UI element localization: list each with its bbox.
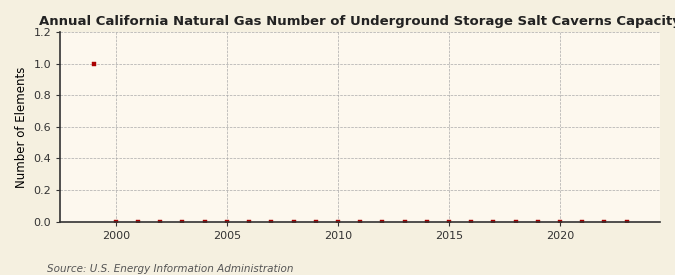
Title: Annual California Natural Gas Number of Underground Storage Salt Caverns Capacit: Annual California Natural Gas Number of … bbox=[39, 15, 675, 28]
Y-axis label: Number of Elements: Number of Elements bbox=[15, 66, 28, 188]
Text: Source: U.S. Energy Information Administration: Source: U.S. Energy Information Administ… bbox=[47, 264, 294, 274]
